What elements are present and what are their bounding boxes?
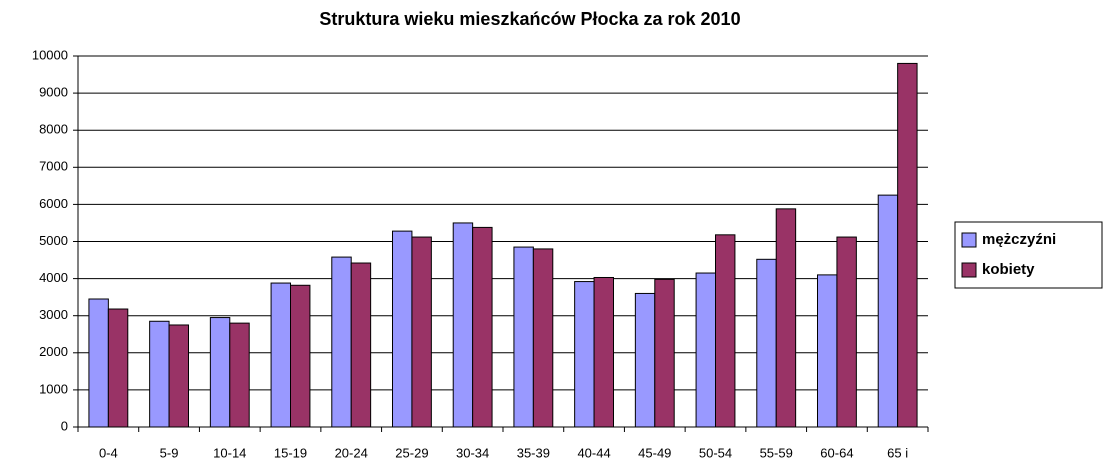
- bar: [149, 320, 170, 428]
- y-tick-label: 4000: [39, 270, 68, 285]
- y-tick-label: 3000: [39, 307, 68, 322]
- y-tick-label: 0: [61, 418, 68, 433]
- bar: [513, 246, 534, 428]
- bar: [331, 256, 352, 428]
- y-tick-label: 1000: [39, 381, 68, 396]
- x-tick-label: 60-64: [820, 445, 853, 460]
- legend-label: kobiety: [982, 261, 1035, 278]
- bar: [775, 208, 797, 428]
- bar: [715, 234, 736, 428]
- x-tick-label: 0-4: [99, 445, 118, 460]
- x-tick-label: 45-49: [638, 445, 671, 460]
- bar: [756, 258, 777, 428]
- bar: [290, 284, 311, 428]
- legend-swatch: [961, 262, 977, 278]
- y-tick-label: 7000: [39, 159, 68, 174]
- y-tick-label: 10000: [32, 47, 68, 62]
- bar: [229, 322, 250, 428]
- bar: [897, 62, 918, 428]
- bar: [209, 317, 231, 428]
- bar: [817, 274, 838, 428]
- bar: [392, 230, 413, 428]
- y-tick-label: 9000: [39, 85, 68, 100]
- x-tick-label: 20-24: [335, 445, 368, 460]
- bar: [452, 222, 474, 428]
- chart-title: Struktura wieku mieszkańców Płocka za ro…: [319, 9, 740, 29]
- x-tick-label: 55-59: [760, 445, 793, 460]
- bar: [654, 278, 675, 428]
- legend-label: mężczyźni: [982, 231, 1056, 248]
- x-tick-label: 5-9: [160, 445, 179, 460]
- y-tick-label: 8000: [39, 122, 68, 137]
- y-tick-label: 2000: [39, 344, 68, 359]
- bar: [168, 324, 189, 428]
- y-tick-label: 6000: [39, 196, 68, 211]
- bar: [836, 236, 857, 428]
- x-tick-label: 15-19: [274, 445, 307, 460]
- x-tick-label: 30-34: [456, 445, 489, 460]
- x-tick-label: 50-54: [699, 445, 732, 460]
- y-tick-label: 5000: [39, 233, 68, 248]
- legend-swatch: [961, 232, 977, 248]
- bar: [270, 282, 292, 428]
- bar: [107, 308, 129, 428]
- x-tick-label: 35-39: [517, 445, 550, 460]
- x-tick-label: 10-14: [213, 445, 246, 460]
- legend-box: [954, 221, 1103, 289]
- bar: [593, 276, 614, 428]
- bar: [88, 298, 109, 428]
- bar: [634, 292, 656, 428]
- bar: [472, 226, 493, 428]
- bar: [877, 194, 899, 428]
- bar: [350, 262, 372, 428]
- x-tick-label: 25-29: [395, 445, 428, 460]
- bar: [695, 272, 716, 428]
- bar: [574, 281, 595, 428]
- x-tick-label: 40-44: [577, 445, 610, 460]
- bar: [532, 248, 554, 428]
- x-tick-label: 65 i: [887, 445, 908, 460]
- bar: [411, 236, 432, 428]
